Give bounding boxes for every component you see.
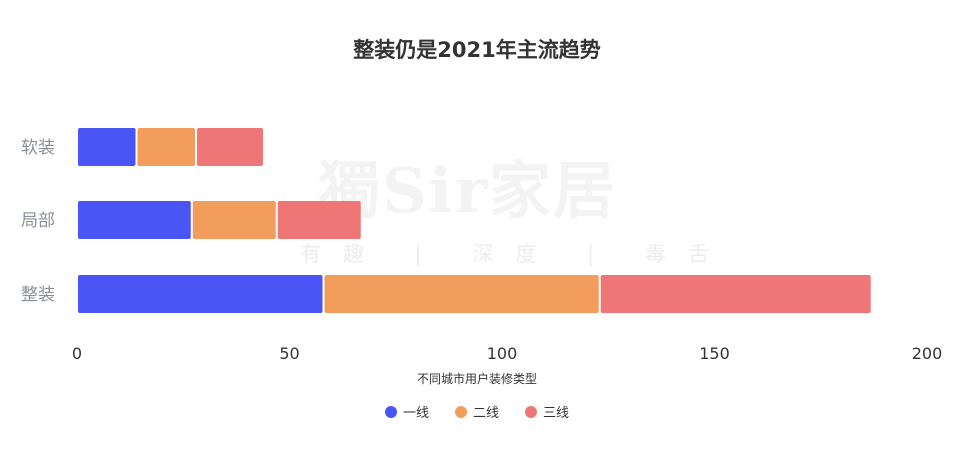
bar-segment [197,128,263,166]
legend-label: 三线 [543,406,570,421]
bar-segment [78,201,191,239]
category-label: 整装 [21,285,55,305]
x-tick-label: 200 [912,344,943,363]
legend-item[interactable]: 三线 [525,402,569,421]
bar-segment [78,128,136,166]
legend-item[interactable]: 二线 [454,402,499,421]
x-axis-title: 不同城市用户装修类型 [417,371,537,386]
legend-marker [525,405,537,418]
bar-segment [78,275,323,313]
bar-segment [600,275,871,313]
legend-item[interactable]: 一线 [384,402,429,421]
x-tick-label: 150 [699,344,730,363]
legend-marker [454,405,467,418]
bar-segment [324,275,599,313]
legend: 一线 二线 三线 [0,402,954,421]
category-label: 局部 [21,211,55,231]
x-tick-label: 50 [279,344,299,363]
legend-label: 二线 [472,406,499,421]
bar-segment [192,201,276,239]
legend-label: 一线 [402,406,429,421]
x-tick-label: 0 [72,344,82,363]
legend-marker [384,405,397,418]
bar-segment [277,201,361,239]
x-tick-label: 100 [487,344,518,363]
chart-title: 整装仍是2021年主流趋势 [353,38,601,62]
bar-segment [137,128,195,166]
category-label: 软装 [21,138,55,158]
